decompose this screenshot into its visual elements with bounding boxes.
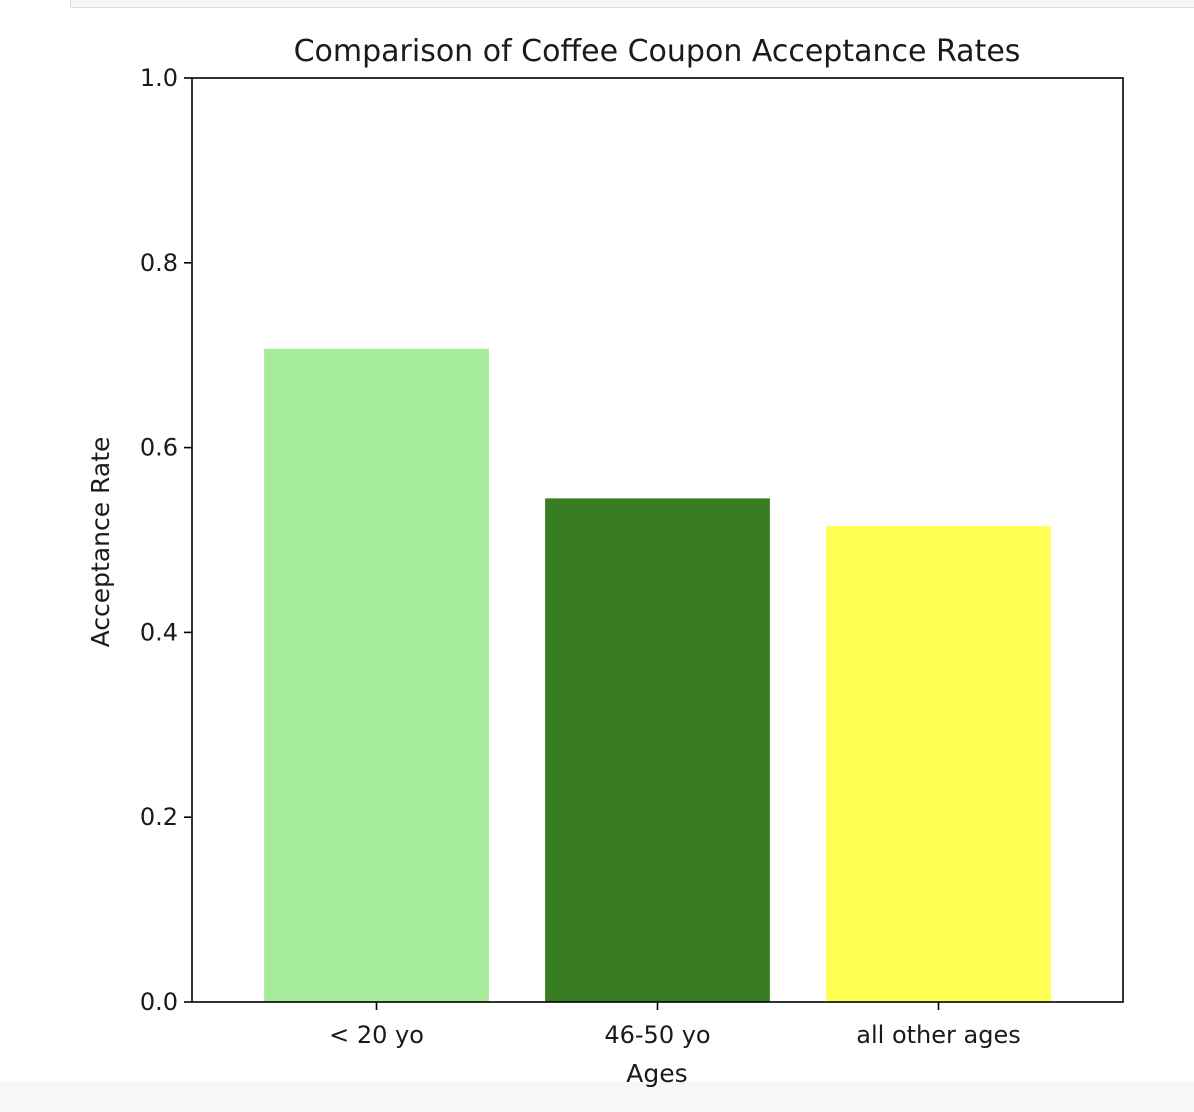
bars-layer <box>264 348 1051 1002</box>
cell-footer-strip <box>0 1082 1194 1112</box>
y-tick-label: 0.6 <box>140 434 178 462</box>
x-axis-label: Ages <box>626 1059 687 1088</box>
previous-cell-edge <box>70 0 1194 8</box>
chart-title: Comparison of Coffee Coupon Acceptance R… <box>294 34 1021 69</box>
bar-0 <box>264 348 489 1002</box>
y-tick-label: 0.4 <box>140 618 178 646</box>
x-tick-label: all other ages <box>856 1021 1020 1049</box>
bar-1 <box>545 498 770 1002</box>
y-tick-label: 1.0 <box>140 64 178 92</box>
y-tick-label: 0.2 <box>140 803 178 831</box>
bar-2 <box>826 526 1051 1002</box>
x-tick-label: < 20 yo <box>329 1021 424 1049</box>
x-axis: < 20 yo 46-50 yo all other ages <box>329 1002 1021 1049</box>
y-tick-label: 0.8 <box>140 249 178 277</box>
y-tick-label: 0.0 <box>140 988 178 1016</box>
y-axis-label: Acceptance Rate <box>86 437 115 648</box>
x-tick-label: 46-50 yo <box>604 1021 710 1049</box>
y-axis: 0.0 0.2 0.4 0.6 0.8 1.0 <box>140 64 192 1016</box>
